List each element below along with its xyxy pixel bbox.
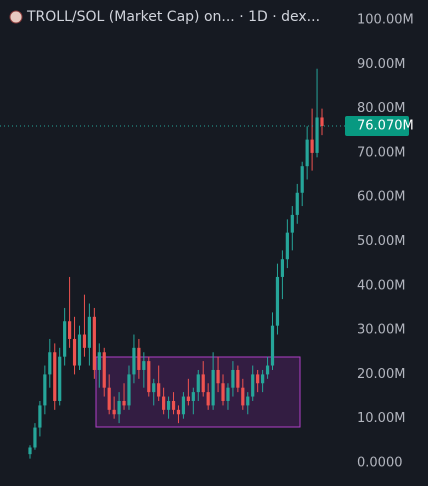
candle-body (166, 400, 171, 410)
candle-body (67, 321, 72, 339)
candle-body (127, 374, 131, 406)
candle-body (181, 396, 186, 415)
candle-body (275, 276, 280, 326)
candle-body (310, 139, 314, 153)
candle-body (196, 374, 200, 393)
candle-body (221, 383, 225, 401)
candle-body (102, 352, 106, 388)
candle-body (241, 387, 245, 406)
candle-body (201, 374, 205, 393)
candle-body (280, 259, 285, 277)
candle-body (157, 383, 161, 397)
candle-body (58, 356, 62, 401)
candle-body (43, 374, 47, 406)
y-tick-label: 60.00M (357, 190, 405, 205)
candle-body (246, 396, 250, 406)
candle-body (132, 347, 136, 375)
candle-body (38, 405, 42, 428)
last-price-label: 76.070M (357, 119, 414, 134)
candle-body (97, 352, 101, 370)
candle-body (226, 387, 230, 401)
candle-body (251, 374, 255, 397)
candle-body (117, 400, 121, 415)
candle-body (152, 383, 156, 393)
y-tick-label: 90.00M (357, 57, 405, 72)
candle-body (176, 409, 181, 415)
candle-body (82, 334, 87, 348)
candle-body (112, 409, 116, 415)
y-tick-label: 10.00M (357, 411, 405, 426)
candle-body (77, 334, 82, 366)
candle-body (72, 338, 77, 366)
candle-body (305, 139, 309, 167)
candle-body (33, 427, 37, 448)
candle-body (28, 447, 32, 455)
token-icon (9, 10, 23, 24)
candle-body (171, 400, 176, 410)
candle-body (290, 214, 294, 233)
candle-body (48, 352, 52, 375)
candle-body (107, 387, 111, 410)
candle-body (162, 396, 166, 410)
y-tick-label: 0.0000 (357, 456, 403, 471)
candle-body (256, 374, 260, 384)
y-tick-label: 20.00M (357, 367, 405, 382)
candle-body (147, 361, 151, 393)
candle-body (211, 369, 215, 406)
y-tick-label: 50.00M (357, 234, 405, 249)
y-tick-label: 80.00M (357, 101, 405, 116)
candle-body (92, 316, 96, 370)
candle-body (231, 369, 235, 388)
candle-body (63, 321, 67, 357)
candle-body (186, 396, 190, 401)
y-tick-label: 30.00M (357, 323, 405, 338)
candle-body (270, 325, 275, 366)
candle-body (216, 369, 220, 384)
candle-body (53, 352, 57, 401)
candle-body (191, 392, 195, 401)
chart-title: TROLL/SOL (Market Cap) on... · 1D · dex.… (26, 9, 320, 25)
candle-body (261, 374, 265, 384)
candle-body (300, 166, 304, 193)
candle-body (295, 192, 299, 215)
y-tick-label: 100.00M (357, 13, 414, 28)
y-tick-label: 40.00M (357, 278, 405, 293)
candle-body (142, 361, 146, 370)
candle-body (137, 347, 141, 370)
last-price-badge (345, 116, 409, 137)
candle-body (320, 117, 324, 127)
candle-body (206, 392, 210, 406)
candle-body (285, 232, 289, 260)
candle-body (315, 117, 319, 153)
y-tick-label: 70.00M (357, 145, 405, 160)
candle-body (122, 400, 126, 406)
candle-body (87, 316, 91, 348)
candle-body (265, 365, 270, 375)
candle-body (236, 369, 240, 388)
